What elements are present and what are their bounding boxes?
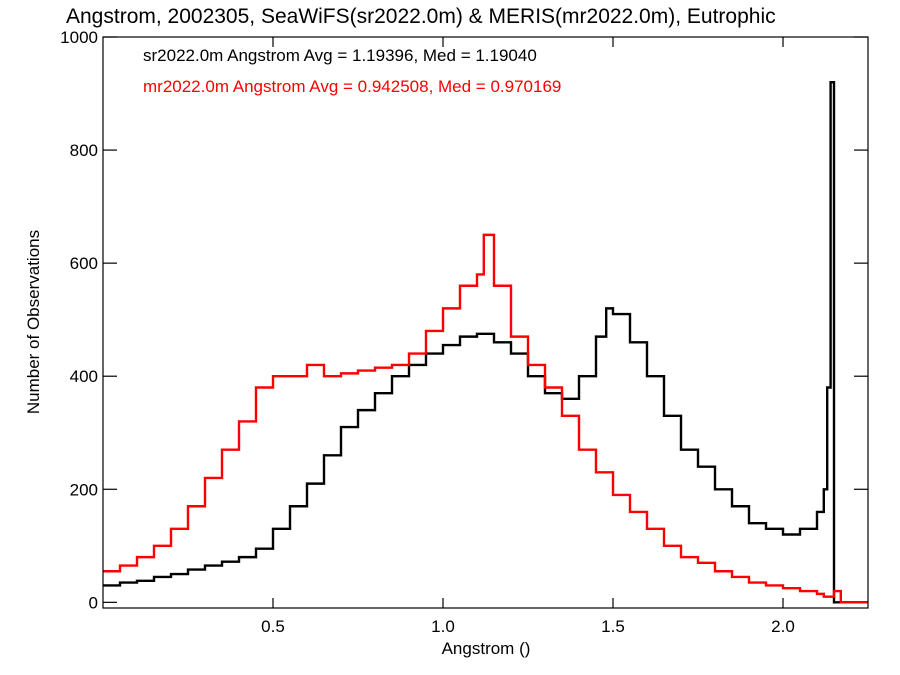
x-tick-label: 1.0: [431, 617, 455, 636]
y-tick-label: 1000: [60, 28, 98, 47]
y-tick-label: 0: [89, 593, 98, 612]
chart-title: Angstrom, 2002305, SeaWiFS(sr2022.0m) & …: [66, 5, 776, 28]
axis-ticks: 0.5 1.0 1.5 2.0 0 200 400 600 800 1000: [60, 28, 868, 636]
mr-series-line: [103, 233, 868, 604]
sr-stats-annotation: sr2022.0m Angstrom Avg = 1.19396, Med = …: [143, 46, 537, 65]
x-tick-label: 1.5: [601, 617, 625, 636]
y-tick-label: 600: [70, 254, 98, 273]
y-tick-label: 400: [70, 367, 98, 386]
x-axis-label: Angstrom (): [442, 639, 531, 658]
y-axis-label: Number of Observations: [24, 230, 43, 414]
x-tick-label: 2.0: [771, 617, 795, 636]
mr-stats-annotation: mr2022.0m Angstrom Avg = 0.942508, Med =…: [143, 77, 561, 96]
sr-series-line: [103, 81, 868, 604]
x-tick-label: 0.5: [261, 617, 285, 636]
y-tick-label: 800: [70, 141, 98, 160]
y-tick-label: 200: [70, 480, 98, 499]
plot-frame: [102, 36, 869, 609]
series-layer: [103, 81, 868, 604]
